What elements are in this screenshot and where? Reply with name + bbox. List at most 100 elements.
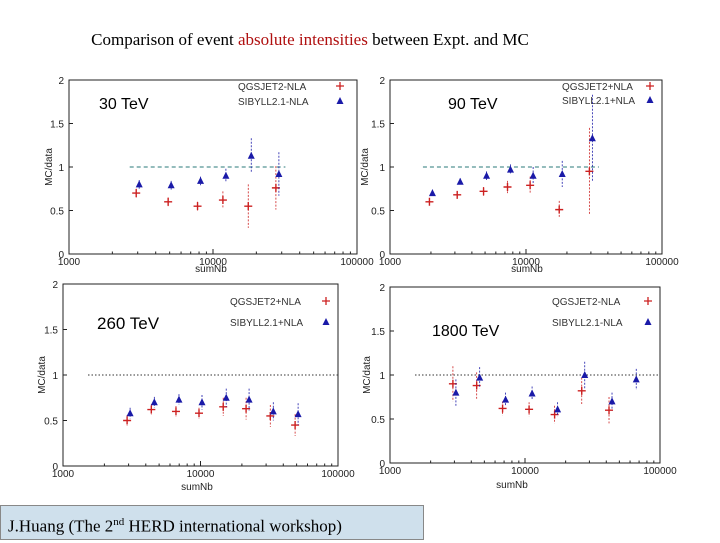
- legend-label: QGSJET2+NLA: [562, 82, 633, 93]
- x-axis-label: sumNb: [195, 264, 227, 275]
- point-qgsjet: [498, 404, 507, 413]
- y-axis-label: MC/data: [37, 356, 48, 394]
- point-sibyll: [135, 180, 143, 188]
- legend-marker-sibyll: [646, 96, 654, 103]
- x-tick-label: 1000: [58, 257, 81, 268]
- y-tick-label: 0: [379, 250, 385, 261]
- point-sibyll: [558, 169, 566, 177]
- x-axis-label: sumNb: [511, 264, 543, 275]
- y-tick-label: 1: [52, 371, 58, 382]
- point-qgsjet: [585, 167, 594, 176]
- y-tick-label: 0.5: [371, 207, 385, 218]
- point-qgsjet: [218, 196, 227, 205]
- point-sibyll: [588, 134, 596, 142]
- point-sibyll: [456, 177, 464, 185]
- energy-label: 260 TeV: [97, 314, 160, 333]
- legend-marker-qgsjet: [336, 82, 344, 90]
- x-tick-label: 10000: [511, 466, 539, 477]
- energy-label: 1800 TeV: [432, 323, 500, 340]
- legend-label: QGSJET2-NLA: [552, 297, 621, 308]
- x-tick-label: 100000: [340, 257, 374, 268]
- chart-panel-1: 0 0.5 1 1.5 2 1000 10000 100000 sumNb MC/data 30 T…: [44, 76, 374, 275]
- chart-panel-3: 0 0.5 1 1.5 2 1000 10000 100000 sumNb MC/data 260 …: [37, 280, 355, 493]
- point-sibyll: [507, 165, 515, 173]
- point-sibyll: [632, 375, 640, 383]
- x-tick-label: 1000: [52, 469, 75, 480]
- point-qgsjet: [195, 409, 203, 418]
- y-tick-label: 2: [58, 76, 64, 87]
- x-axis-label: sumNb: [181, 482, 213, 493]
- y-tick-label: 1.5: [44, 326, 58, 337]
- energy-label: 90 TeV: [448, 96, 498, 113]
- y-tick-label: 1: [379, 371, 385, 382]
- point-qgsjet: [266, 411, 275, 420]
- footer-superscript: nd: [113, 516, 125, 528]
- x-tick-label: 100000: [645, 257, 679, 268]
- y-tick-label: 1.5: [371, 120, 385, 131]
- point-sibyll: [198, 398, 206, 406]
- point-qgsjet: [193, 202, 202, 211]
- point-sibyll: [529, 171, 537, 179]
- y-tick-label: 2: [52, 280, 58, 291]
- point-qgsjet: [242, 404, 251, 413]
- point-sibyll: [476, 373, 484, 381]
- y-tick-label: 0.5: [44, 417, 58, 428]
- legend-marker-qgsjet: [644, 297, 652, 305]
- legend-label: SIBYLL2.1-NLA: [238, 97, 309, 108]
- title-highlight: absolute intensities: [238, 30, 368, 49]
- point-qgsjet: [479, 187, 488, 196]
- slide-title: Comparison of event absolute intensities…: [0, 30, 620, 50]
- legend-label: QGSJET2+NLA: [230, 297, 301, 308]
- legend-label: SIBYLL2.1+NLA: [562, 96, 635, 107]
- legend-label: SIBYLL2.1+NLA: [230, 318, 303, 329]
- point-sibyll: [608, 397, 616, 405]
- point-qgsjet: [453, 190, 462, 199]
- title-part-1: Comparison of event: [91, 30, 238, 49]
- y-axis-label: MC/data: [44, 148, 55, 186]
- chart-panel-2: 0 0.5 1 1.5 2 1000 10000 100000 sumNb MC/data 90 T…: [360, 76, 679, 275]
- point-qgsjet: [555, 205, 564, 214]
- legend-marker-qgsjet: [322, 297, 330, 305]
- point-sibyll: [126, 409, 134, 417]
- point-sibyll: [502, 395, 510, 403]
- x-tick-label: 10000: [187, 469, 215, 480]
- y-tick-label: 2: [379, 76, 385, 87]
- point-qgsjet: [525, 405, 534, 414]
- y-tick-label: 1: [58, 163, 64, 174]
- energy-label: 30 TeV: [99, 96, 149, 113]
- point-qgsjet: [132, 189, 141, 198]
- point-sibyll: [167, 181, 175, 189]
- legend-label: QGSJET2-NLA: [238, 82, 307, 93]
- point-sibyll: [175, 395, 183, 403]
- legend-marker-sibyll: [322, 318, 330, 325]
- point-sibyll: [150, 398, 158, 406]
- x-axis-label: sumNb: [496, 480, 528, 491]
- x-tick-label: 100000: [643, 466, 677, 477]
- legend-marker-sibyll: [644, 318, 652, 325]
- y-axis-label: MC/data: [360, 148, 371, 186]
- point-sibyll: [269, 407, 277, 415]
- footer-text-2: HERD international workshop): [124, 516, 342, 536]
- point-sibyll: [581, 371, 589, 378]
- point-qgsjet: [577, 386, 586, 395]
- point-qgsjet: [147, 405, 156, 414]
- x-tick-label: 100000: [321, 469, 355, 480]
- point-sibyll: [222, 171, 230, 179]
- point-qgsjet: [526, 181, 535, 190]
- legend-marker-qgsjet: [646, 82, 654, 90]
- footer-credit: J.Huang (The 2nd HERD international work…: [0, 505, 424, 540]
- y-axis-label: MC/data: [362, 356, 373, 394]
- y-tick-label: 1.5: [371, 327, 385, 338]
- y-tick-label: 0: [58, 250, 64, 261]
- point-sibyll: [528, 389, 536, 397]
- point-sibyll: [428, 189, 436, 197]
- point-sibyll: [452, 388, 460, 396]
- point-sibyll: [275, 169, 283, 177]
- point-qgsjet: [503, 183, 512, 192]
- footer-text-1: J.Huang (The 2: [8, 516, 114, 536]
- y-tick-label: 0: [52, 462, 58, 473]
- legend-label: SIBYLL2.1-NLA: [552, 318, 623, 329]
- point-qgsjet: [123, 416, 132, 425]
- point-sibyll: [483, 171, 491, 179]
